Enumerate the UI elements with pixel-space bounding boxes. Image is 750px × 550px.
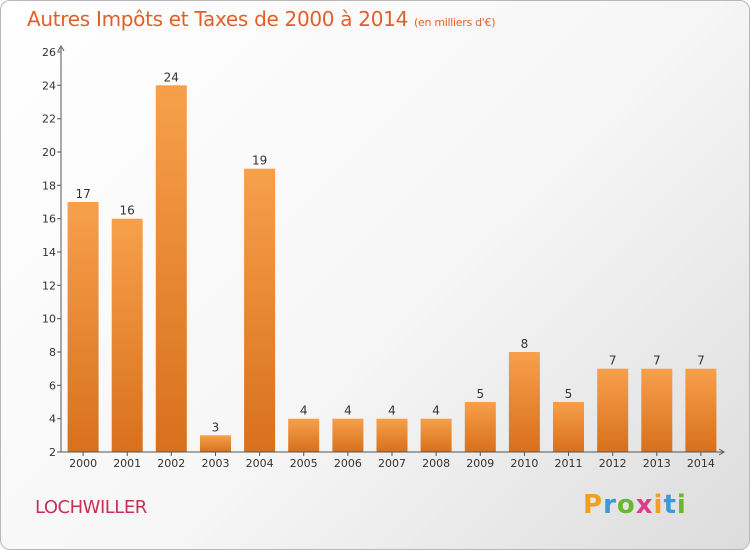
y-tick-label-24: 24 bbox=[42, 79, 56, 92]
bar-2005 bbox=[288, 418, 320, 452]
x-tick-label-2005: 2005 bbox=[290, 457, 318, 470]
chart-unit: (en milliers d'€) bbox=[414, 16, 496, 29]
bar-2009 bbox=[464, 402, 496, 452]
data-label-2010: 8 bbox=[521, 337, 529, 351]
y-tick-label-4: 4 bbox=[49, 413, 56, 426]
x-tick-label-2014: 2014 bbox=[687, 457, 715, 470]
x-tick-label-2001: 2001 bbox=[113, 457, 141, 470]
y-tick-label-26: 26 bbox=[42, 46, 56, 59]
bar-2007 bbox=[376, 418, 408, 452]
data-label-2001: 16 bbox=[120, 204, 135, 218]
chart-title-text: Autres Impôts et Taxes de 2000 à 2014 bbox=[27, 7, 408, 31]
x-tick-label-2011: 2011 bbox=[555, 457, 583, 470]
data-label-2003: 3 bbox=[212, 420, 220, 434]
y-tick-label-8: 8 bbox=[49, 346, 56, 359]
bar-2004 bbox=[244, 168, 276, 452]
logo-letter: i bbox=[676, 490, 687, 520]
bar-2006 bbox=[332, 418, 364, 452]
proxiti-logo: Proxiti bbox=[583, 490, 687, 520]
y-tick-label-10: 10 bbox=[42, 313, 56, 326]
logo-letter: o bbox=[616, 490, 636, 520]
y-tick-label-12: 12 bbox=[42, 279, 56, 292]
x-tick-label-2006: 2006 bbox=[334, 457, 362, 470]
y-tick-label-2: 2 bbox=[49, 446, 56, 459]
bar-2002 bbox=[155, 85, 187, 453]
data-label-2005: 4 bbox=[300, 404, 308, 418]
x-tick-label-2003: 2003 bbox=[202, 457, 230, 470]
bar-2012 bbox=[597, 368, 629, 452]
y-tick-label-20: 20 bbox=[42, 146, 56, 159]
data-label-2004: 19 bbox=[252, 154, 267, 168]
x-tick-label-2007: 2007 bbox=[378, 457, 406, 470]
bar-2001 bbox=[111, 218, 143, 452]
bar-2014 bbox=[685, 368, 717, 452]
bar-2000 bbox=[67, 202, 99, 452]
x-tick-label-2000: 2000 bbox=[69, 457, 97, 470]
data-label-2000: 17 bbox=[75, 187, 90, 201]
data-label-2012: 7 bbox=[609, 354, 617, 368]
data-label-2013: 7 bbox=[653, 354, 661, 368]
commune-name: LOCHWILLER bbox=[35, 497, 147, 518]
x-tick-label-2012: 2012 bbox=[599, 457, 627, 470]
logo-letter: t bbox=[663, 490, 677, 520]
y-tick-label-18: 18 bbox=[42, 179, 56, 192]
bar-2003 bbox=[200, 435, 231, 452]
bar-2011 bbox=[553, 402, 584, 452]
bar-2008 bbox=[420, 418, 452, 452]
data-label-2007: 4 bbox=[388, 404, 396, 418]
logo-letter: i bbox=[653, 490, 664, 520]
x-tick-label-2008: 2008 bbox=[422, 457, 450, 470]
data-label-2006: 4 bbox=[344, 404, 352, 418]
data-label-2009: 5 bbox=[476, 387, 484, 401]
x-tick-label-2004: 2004 bbox=[246, 457, 274, 470]
x-tick-label-2009: 2009 bbox=[466, 457, 494, 470]
x-axis-arrow bbox=[718, 448, 725, 456]
data-label-2002: 24 bbox=[164, 70, 179, 84]
data-label-2011: 5 bbox=[565, 387, 573, 401]
bar-2010 bbox=[508, 352, 540, 452]
y-axis-arrow bbox=[57, 45, 65, 52]
chart-title: Autres Impôts et Taxes de 2000 à 2014 (en… bbox=[27, 7, 495, 31]
logo-letter: r bbox=[603, 490, 617, 520]
logo-letter: x bbox=[635, 490, 654, 520]
data-label-2014: 7 bbox=[697, 354, 705, 368]
y-tick-label-16: 16 bbox=[42, 213, 56, 226]
y-tick-label-14: 14 bbox=[42, 246, 56, 259]
logo-letter: P bbox=[583, 490, 604, 520]
data-label-2008: 4 bbox=[432, 404, 440, 418]
x-tick-label-2010: 2010 bbox=[510, 457, 538, 470]
y-tick-label-6: 6 bbox=[49, 379, 56, 392]
y-tick-label-22: 22 bbox=[42, 113, 56, 126]
x-tick-label-2013: 2013 bbox=[643, 457, 671, 470]
x-tick-label-2002: 2002 bbox=[157, 457, 185, 470]
bar-2013 bbox=[641, 368, 673, 452]
